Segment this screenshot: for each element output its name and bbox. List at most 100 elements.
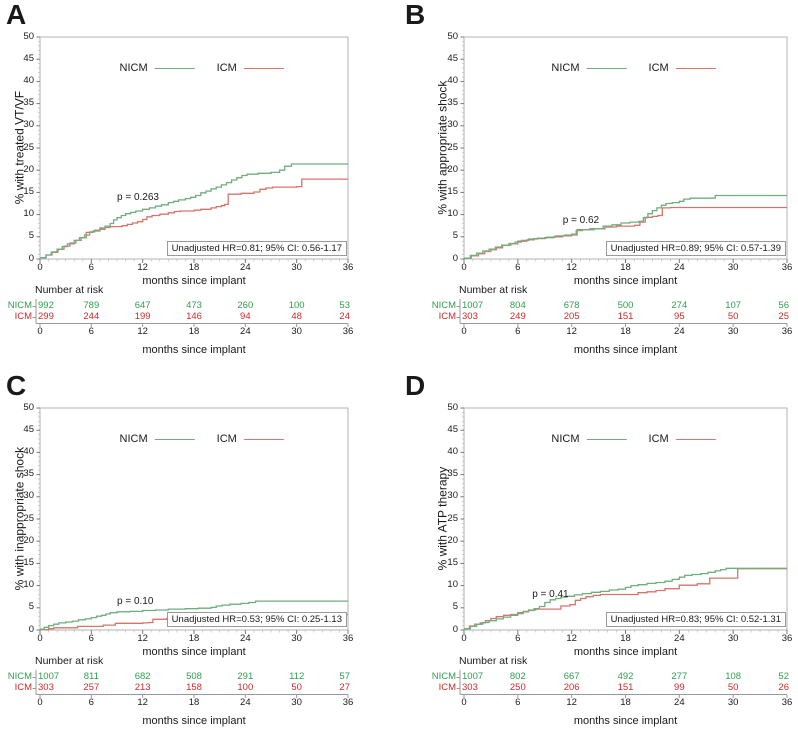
x-axis-label: months since implant [573, 646, 678, 658]
x-tick-label: 6 [515, 632, 521, 644]
x-tick-label: 24 [674, 261, 685, 273]
risk-count: 56 [778, 300, 789, 311]
y-tick-label: 20 [447, 163, 458, 175]
x-tick-label: 0 [37, 261, 43, 273]
hr-ci-box: Unadjusted HR=0.81; 95% CI: 0.56-1.17 [166, 241, 347, 256]
y-tick-label: 10 [23, 208, 34, 220]
y-tick-label: 20 [447, 534, 458, 546]
risk-count: 94 [240, 311, 251, 322]
risk-x-tick-label: 0 [37, 326, 43, 337]
risk-count: 146 [186, 311, 202, 322]
y-tick-label: 25 [447, 141, 458, 153]
risk-count: 52 [778, 671, 789, 682]
risk-x-tick-label: 18 [188, 697, 200, 708]
risk-count: 48 [291, 311, 302, 322]
risk-row-label-icm: ICM [438, 311, 456, 322]
x-axis-label: months since implant [573, 275, 678, 287]
risk-x-tick-label: 6 [88, 697, 94, 708]
risk-x-tick-label: 36 [342, 326, 354, 337]
risk-count: 213 [134, 682, 151, 693]
legend-line-nicm-icon [154, 438, 195, 440]
risk-count: 473 [186, 300, 202, 311]
risk-table-title: Number at risk [35, 284, 104, 296]
risk-count: 250 [509, 682, 526, 693]
risk-x-tick-label: 12 [137, 326, 148, 337]
risk-count: 99 [674, 682, 685, 693]
risk-x-axis-label: months since implant [142, 715, 246, 727]
y-tick-label: 35 [23, 97, 34, 109]
y-tick-label: 20 [23, 534, 34, 546]
risk-count: 50 [727, 682, 739, 693]
risk-x-tick-label: 24 [240, 697, 251, 708]
risk-count: 274 [671, 300, 688, 311]
y-tick-label: 5 [452, 601, 458, 613]
panel-d: D% with ATP therapy 0 5 10 15 20 25 30 35 40 45 50 0… [399, 370, 798, 742]
risk-count: 291 [237, 671, 254, 682]
nicm-curve [464, 567, 787, 630]
legend-label: NICM [551, 62, 580, 74]
p-value-label: p = 0.10 [117, 596, 154, 608]
risk-x-axis-label: months since implant [573, 715, 678, 727]
nicm-curve [40, 163, 348, 259]
risk-x-tick-label: 0 [461, 697, 467, 708]
y-tick-label: 10 [447, 579, 458, 591]
nicm-curve [40, 600, 348, 630]
y-tick-label: 10 [447, 208, 458, 220]
risk-count: 303 [462, 682, 478, 693]
risk-count: 647 [134, 300, 151, 311]
legend-item-icm: ICM [649, 62, 716, 74]
risk-x-tick-label: 0 [461, 326, 467, 337]
risk-x-tick-label: 36 [342, 697, 354, 708]
risk-count: 100 [237, 682, 254, 693]
y-tick-label: 45 [447, 52, 458, 64]
nicm-curve [464, 194, 787, 259]
y-tick-label: 5 [28, 601, 34, 613]
risk-count: 107 [725, 300, 742, 311]
risk-x-tick-label: 18 [620, 326, 631, 337]
y-tick-label: 40 [23, 445, 34, 457]
risk-count: 299 [38, 311, 54, 322]
panel-a: A% with treated VT/VF 0 5 10 15 20 25 30 35 40 45 5… [0, 0, 399, 371]
legend-item-nicm: NICM [551, 62, 627, 74]
y-tick-label: 25 [23, 512, 34, 524]
legend-line-icm-icon [675, 67, 716, 69]
y-tick-label: 50 [23, 30, 34, 42]
risk-count: 303 [462, 311, 478, 322]
legend-item-icm: ICM [649, 433, 716, 445]
risk-count: 244 [83, 311, 100, 322]
legend-item-nicm: NICM [120, 433, 195, 445]
y-tick-label: 45 [23, 52, 34, 64]
risk-row-label-icm: ICM [14, 311, 32, 322]
risk-x-tick-label: 24 [674, 697, 685, 708]
x-tick-label: 18 [620, 261, 631, 273]
y-tick-label: 25 [23, 141, 34, 153]
risk-count: 50 [291, 682, 302, 693]
x-tick-label: 24 [240, 261, 251, 273]
risk-count: 205 [563, 311, 580, 322]
risk-count: 57 [339, 671, 350, 682]
x-tick-label: 36 [781, 632, 793, 644]
risk-row-label-icm: ICM [438, 682, 456, 693]
x-tick-label: 12 [566, 261, 577, 273]
y-tick-label: 0 [28, 252, 34, 264]
risk-table-title: Number at risk [35, 655, 104, 667]
hr-ci-box: Unadjusted HR=0.53; 95% CI: 0.25-1.13 [166, 612, 347, 627]
risk-x-tick-label: 18 [620, 697, 631, 708]
y-tick-label: 0 [28, 623, 34, 635]
x-tick-label: 18 [620, 632, 631, 644]
risk-x-tick-label: 12 [566, 326, 577, 337]
y-tick-label: 35 [447, 97, 458, 109]
legend-label: NICM [119, 433, 148, 445]
hr-ci-box: Unadjusted HR=0.89; 95% CI: 0.57-1.39 [605, 241, 786, 256]
risk-count: 112 [289, 671, 305, 682]
y-tick-label: 35 [447, 468, 458, 480]
x-tick-label: 12 [137, 261, 148, 273]
panel-letter: A [6, 0, 27, 30]
y-tick-label: 40 [23, 74, 34, 86]
p-value-label: p = 0.41 [532, 589, 569, 601]
risk-count: 500 [617, 300, 634, 311]
y-tick-label: 0 [452, 252, 458, 264]
y-tick-label: 5 [452, 230, 458, 242]
y-tick-label: 50 [23, 401, 34, 413]
